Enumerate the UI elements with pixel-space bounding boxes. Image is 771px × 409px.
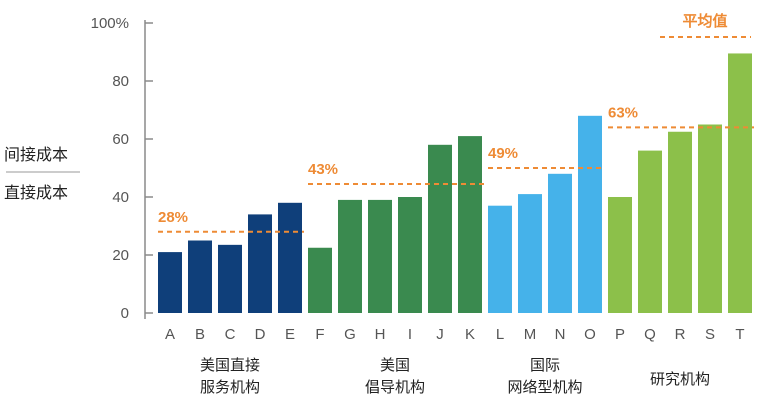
group-label-2: 美国 — [380, 356, 410, 374]
x-tick-label: D — [255, 326, 266, 343]
bar-P — [608, 197, 632, 313]
bar-E — [278, 202, 302, 313]
x-tick-label: L — [496, 326, 504, 343]
x-tick-label: I — [408, 326, 412, 343]
x-tick-label: P — [615, 326, 625, 343]
x-tick-label: C — [225, 326, 236, 343]
x-tick-label: E — [285, 326, 295, 343]
average-label-group-3: 49% — [488, 145, 518, 162]
y-tick-label: 0 — [121, 305, 129, 322]
y-axis-label-numerator: 间接成本 — [4, 145, 68, 164]
x-tick-label: T — [735, 326, 744, 343]
x-tick-label: S — [705, 326, 715, 343]
average-lines: 28% 43% 49% 63% — [158, 104, 754, 233]
bar-M — [518, 194, 542, 313]
bar-S — [698, 124, 722, 313]
group-label-3: 国际 — [530, 356, 560, 374]
bar-A — [158, 252, 182, 313]
bar-I — [398, 197, 422, 313]
bar-Q — [638, 150, 662, 313]
x-tick-label: O — [584, 326, 596, 343]
x-tick-label: B — [195, 326, 205, 343]
x-tick-label: F — [315, 326, 324, 343]
bar-N — [548, 173, 572, 313]
y-tick-label: 100% — [91, 15, 129, 32]
group-label-1: 美国直接 — [200, 356, 260, 374]
x-tick-label: Q — [644, 326, 656, 343]
bar-G — [338, 199, 362, 313]
y-tick-label: 60 — [112, 131, 129, 148]
group-label-3: 网络型机构 — [507, 378, 582, 396]
group-label-1: 服务机构 — [200, 378, 260, 396]
average-label-group-4: 63% — [608, 104, 638, 121]
group-label-4: 研究机构 — [650, 370, 710, 388]
average-label-group-1: 28% — [158, 209, 188, 226]
x-tick-label: H — [375, 326, 386, 343]
bars — [158, 53, 752, 313]
x-tick-label: J — [436, 326, 444, 343]
x-tick-label: M — [524, 326, 537, 343]
legend-label: 平均值 — [682, 12, 727, 30]
bar-B — [188, 240, 212, 313]
x-tick-label: G — [344, 326, 356, 343]
x-tick-label: A — [165, 326, 175, 343]
y-axis-label-denominator: 直接成本 — [4, 183, 68, 202]
group-label-2: 倡导机构 — [365, 378, 425, 396]
bar-D — [248, 214, 272, 313]
x-tick-label: K — [465, 326, 475, 343]
average-label-group-2: 43% — [308, 161, 338, 178]
y-tick-label: 20 — [112, 247, 129, 264]
bar-J — [428, 144, 452, 313]
bar-L — [488, 205, 512, 313]
x-tick-label: R — [675, 326, 686, 343]
bar-T — [728, 53, 752, 313]
bar-H — [368, 199, 392, 313]
bar-O — [578, 115, 602, 313]
bar-F — [308, 247, 332, 313]
bar-K — [458, 136, 482, 313]
bar-R — [668, 131, 692, 313]
bar-C — [218, 244, 242, 313]
y-tick-label: 80 — [112, 73, 129, 90]
x-tick-label: N — [555, 326, 566, 343]
y-axis-ticks: 0 20 40 60 80 100% — [91, 15, 153, 322]
x-axis-ticks: A B C D E F G H I J K L M N O P Q R S T — [165, 326, 745, 343]
y-tick-label: 40 — [112, 189, 129, 206]
